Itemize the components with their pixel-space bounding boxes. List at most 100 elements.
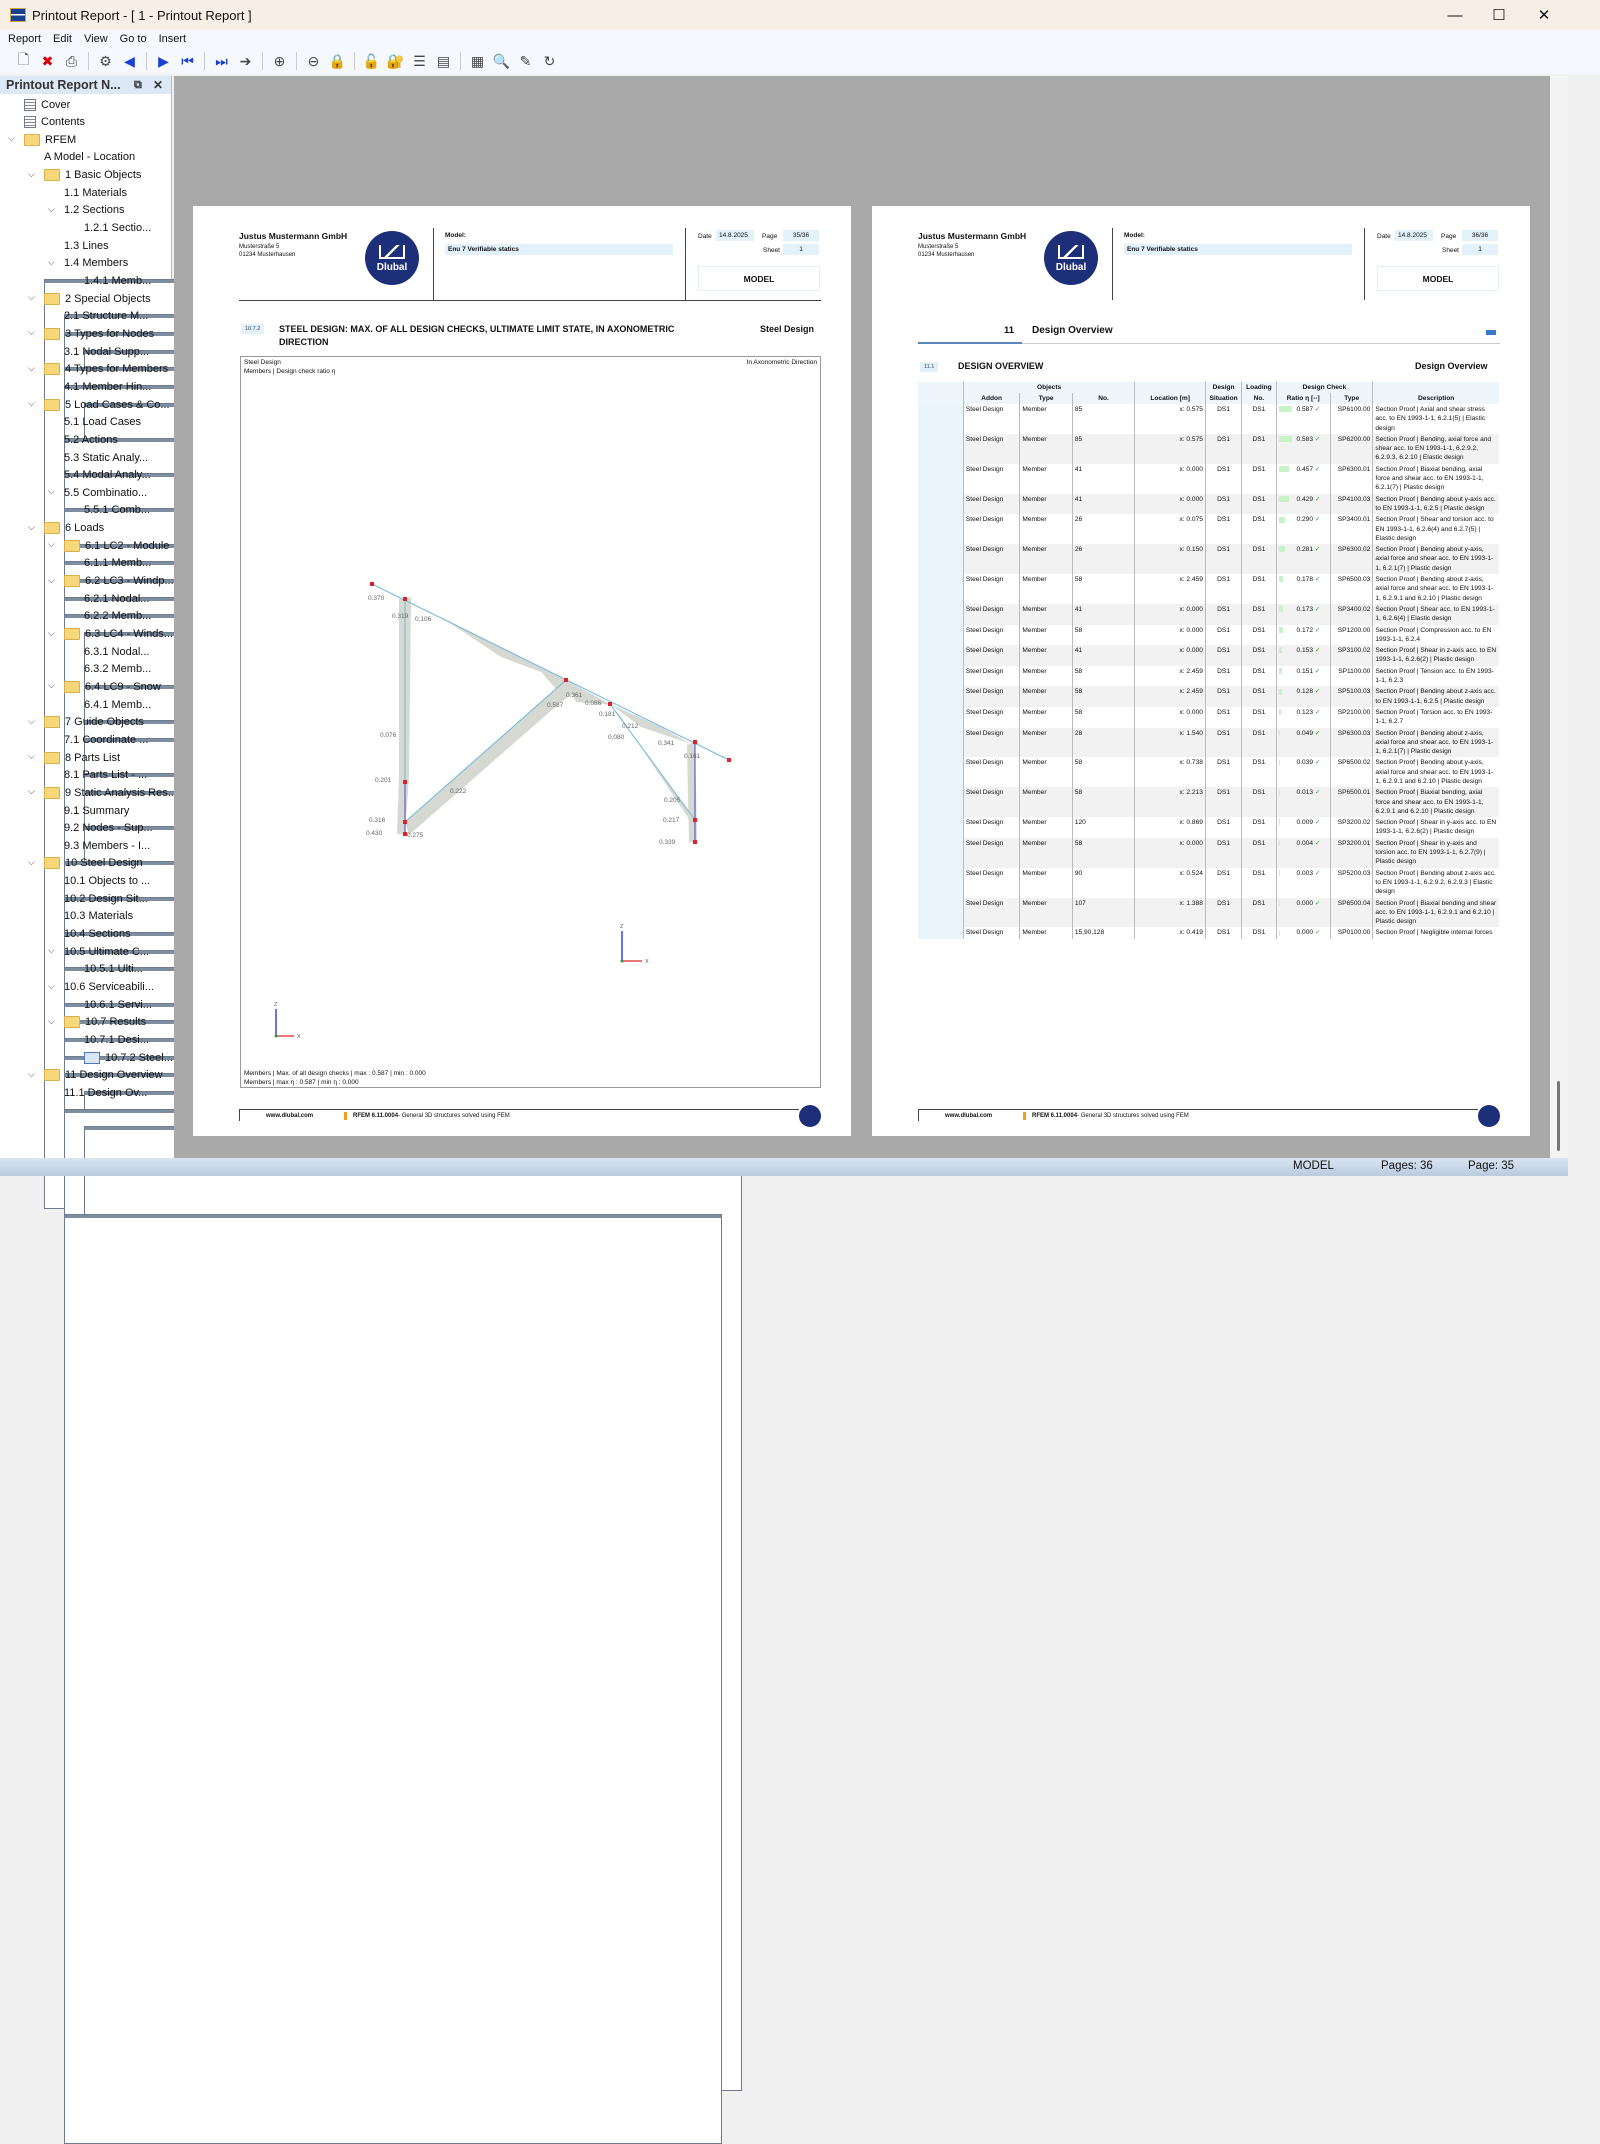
tree-item[interactable]: 6.2 LC3 - Windp...	[64, 573, 174, 590]
tree-item[interactable]: 9.1 Summary	[64, 802, 722, 1862]
tree-item[interactable]: 5.3 Static Analy...	[64, 449, 722, 1509]
tree-item[interactable]: 6.2.2 Memb...	[84, 608, 742, 1668]
tree-item[interactable]: 9.2 Nodes - Sup...	[64, 820, 722, 1880]
tree-item[interactable]: 10.4 Sections	[64, 926, 722, 1986]
tree-item[interactable]: 10.5 Ultimate C...	[64, 943, 722, 2004]
expand-toggle[interactable]: ⌵	[48, 539, 55, 550]
expand-toggle[interactable]: ⌵	[8, 133, 15, 144]
tree-item[interactable]: 8.1 Parts List - ...	[64, 767, 722, 1827]
vertical-scrollbar[interactable]	[1550, 76, 1568, 1158]
go-to-page-icon[interactable]: ➔	[239, 52, 252, 69]
expand-toggle[interactable]: ⌵	[28, 362, 35, 373]
tree-item[interactable]: 6.3 LC4 - Winds...	[64, 626, 173, 643]
tree-item[interactable]: 10.3 Materials	[64, 908, 722, 1968]
tree-item[interactable]: 5.5.1 Comb...	[84, 502, 742, 1562]
scrollbar-thumb[interactable]	[1557, 1081, 1560, 1151]
expand-toggle[interactable]: ⌵	[48, 203, 55, 214]
header-icon[interactable]: ▦	[470, 52, 485, 69]
tree-item[interactable]: 5.4 Modal Analy...	[64, 467, 722, 1527]
refresh-icon[interactable]: ↻	[543, 52, 556, 69]
zoom-out-icon[interactable]: ⊖	[307, 52, 320, 69]
tree-item[interactable]: 6.3.2 Memb...	[84, 661, 742, 1721]
find-icon[interactable]: 🔍	[492, 52, 511, 69]
tree-item[interactable]: 10.7.1 Desi...	[84, 1031, 742, 2092]
tree-item[interactable]: Cover	[24, 96, 70, 113]
edit-icon[interactable]: ✎	[519, 52, 532, 69]
expand-toggle[interactable]: ⌵	[28, 398, 35, 409]
tree-item[interactable]: 10.1 Objects to ...	[64, 873, 722, 1933]
first-page-icon[interactable]: ⏮	[181, 52, 194, 69]
tree-item[interactable]: 5 Load Cases & Co...	[44, 396, 170, 413]
expand-toggle[interactable]: ⌵	[48, 945, 55, 956]
zoom-in-icon[interactable]: ⊕	[273, 52, 286, 69]
tree-item[interactable]: 10.7.2 Steel...	[84, 1049, 173, 1066]
expand-toggle[interactable]: ⌵	[28, 715, 35, 726]
tree-item[interactable]: 6.4 LC9 - Snow	[64, 678, 161, 695]
tree-item[interactable]: RFEM	[24, 131, 76, 148]
expand-toggle[interactable]: ⌵	[28, 751, 35, 762]
tree-item[interactable]: 1 Basic Objects	[44, 167, 141, 184]
expand-toggle[interactable]: ⌵	[48, 627, 55, 638]
tree-item[interactable]: 3 Types for Nodes	[44, 325, 154, 342]
tree-item[interactable]: 6.3.1 Nodal...	[84, 643, 742, 1704]
expand-toggle[interactable]: ⌵	[48, 486, 55, 497]
expand-toggle[interactable]: ⌵	[28, 856, 35, 867]
menu-edit[interactable]: Edit	[53, 33, 72, 45]
close-button[interactable]: ✕	[1537, 7, 1551, 24]
tree-item[interactable]: 4 Types for Members	[44, 361, 168, 378]
menu-go-to[interactable]: Go to	[119, 33, 147, 45]
tree-item[interactable]: 3.1 Nodal Supp...	[64, 343, 722, 1404]
lock-1-icon[interactable]: 🔒	[328, 52, 347, 69]
close-report-icon[interactable]: ✖	[41, 52, 54, 69]
tree-item[interactable]: 10 Steel Design	[44, 855, 143, 872]
tree-item[interactable]: 10.6.1 Servi...	[84, 996, 742, 2057]
tree-item[interactable]: 6.4.1 Memb...	[84, 696, 742, 1757]
menu-insert[interactable]: Insert	[158, 33, 187, 45]
tree-item[interactable]: 6.2.1 Nodal...	[84, 590, 742, 1651]
tree-item[interactable]: 8 Parts List	[44, 749, 120, 766]
expand-toggle[interactable]: ⌵	[48, 1015, 55, 1026]
expand-toggle[interactable]: ⌵	[48, 680, 55, 691]
list-icon[interactable]: ☰	[413, 52, 426, 69]
tree-item[interactable]: 2.1 Structure M...	[64, 308, 722, 1368]
tree-item[interactable]: 11 Design Overview	[44, 1067, 163, 1084]
tree-item[interactable]: 10.2 Design Sit...	[64, 890, 722, 1951]
lock-2-icon[interactable]: 🔓	[362, 52, 381, 69]
expand-toggle[interactable]: ⌵	[28, 1068, 35, 1079]
tree-item[interactable]: 10.5.1 Ulti...	[84, 961, 742, 2021]
tree-item[interactable]: 5.2 Actions	[64, 431, 722, 1492]
tree-item[interactable]: 9.3 Members - I...	[64, 837, 722, 1898]
tree-item[interactable]: 2 Special Objects	[44, 290, 151, 307]
tree-item[interactable]: 1.2 Sections	[64, 202, 722, 1262]
menu-report[interactable]: Report	[8, 33, 42, 45]
tree-item[interactable]: 1.2.1 Sectio...	[84, 220, 742, 1280]
print-icon[interactable]: ⎙	[65, 52, 78, 69]
tree-item[interactable]: 4.1 Member Hin...	[64, 378, 722, 1439]
tree-item[interactable]: 11.1 Design Ov...	[64, 1084, 722, 2144]
last-page-icon[interactable]: ⏭	[215, 52, 228, 69]
maximize-button[interactable]: ☐	[1492, 7, 1506, 24]
tree-item[interactable]: 5.1 Load Cases	[64, 414, 722, 1474]
print-settings-icon[interactable]: ⚙	[99, 52, 112, 69]
expand-toggle[interactable]: ⌵	[28, 292, 35, 303]
tree-item[interactable]: 6.1 LC2 - Module	[64, 537, 169, 554]
float-icon[interactable]: ⧉	[134, 78, 142, 91]
tree-item[interactable]: 1.3 Lines	[64, 237, 722, 1298]
close-navigator-icon[interactable]: ✕	[153, 78, 164, 92]
previous-page-icon[interactable]: ◀	[124, 52, 135, 69]
expand-toggle[interactable]: ⌵	[28, 168, 35, 179]
expand-toggle[interactable]: ⌵	[48, 980, 55, 991]
expand-toggle[interactable]: ⌵	[28, 327, 35, 338]
tree-item[interactable]: 9 Static Analysis Res...	[44, 784, 177, 801]
tree-item[interactable]: Contents	[24, 114, 85, 131]
expand-toggle[interactable]: ⌵	[28, 786, 35, 797]
open-icon[interactable]: 🗋	[17, 51, 30, 67]
expand-toggle[interactable]: ⌵	[48, 574, 55, 585]
minimize-button[interactable]: —	[1447, 6, 1463, 24]
tree-item[interactable]: 1.4 Members	[64, 255, 722, 1315]
tree-item[interactable]: 6.1.1 Memb...	[84, 555, 742, 1615]
tree-item[interactable]: 6 Loads	[44, 520, 104, 537]
tree-item[interactable]: 7.1 Coordinate ...	[64, 731, 722, 1792]
tree-item[interactable]: 7 Guide Objects	[44, 714, 144, 731]
tree-item[interactable]: A Model - Location	[44, 149, 702, 1209]
